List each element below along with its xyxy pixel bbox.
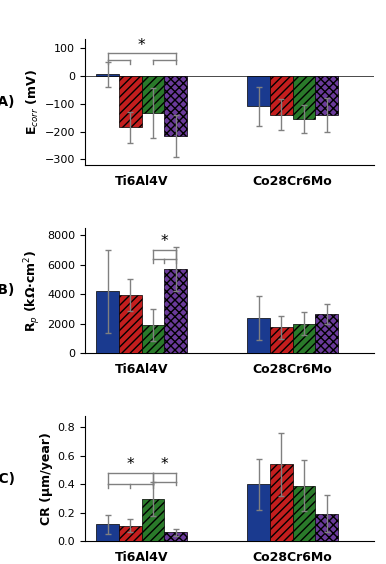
Bar [164, 532, 187, 541]
Bar [96, 291, 119, 353]
Bar [247, 484, 270, 541]
Bar [293, 76, 315, 119]
Y-axis label: R$_p$ (kΩ·cm$^2$): R$_p$ (kΩ·cm$^2$) [22, 249, 43, 332]
Bar [119, 295, 142, 353]
Bar [270, 464, 293, 541]
Bar [247, 76, 270, 107]
Y-axis label: CR (μm/year): CR (μm/year) [40, 432, 53, 525]
Bar [142, 499, 164, 541]
Bar [270, 327, 293, 353]
Bar [96, 74, 119, 76]
Text: *: * [161, 457, 168, 472]
Bar [315, 76, 338, 115]
Text: *: * [138, 38, 146, 53]
Bar [142, 76, 164, 113]
Text: (C): (C) [0, 472, 15, 486]
Bar [142, 325, 164, 353]
Bar [315, 514, 338, 541]
Y-axis label: E$_{corr}$ (mV): E$_{corr}$ (mV) [24, 69, 41, 135]
Bar [293, 324, 315, 353]
Bar [119, 526, 142, 541]
Bar [96, 525, 119, 541]
Bar [247, 318, 270, 353]
Bar [293, 486, 315, 541]
Bar [315, 314, 338, 353]
Bar [119, 76, 142, 127]
Bar [164, 76, 187, 136]
Text: (B): (B) [0, 284, 15, 297]
Text: *: * [161, 234, 168, 249]
Bar [270, 76, 293, 115]
Text: (A): (A) [0, 95, 15, 109]
Bar [164, 269, 187, 353]
Text: *: * [127, 457, 134, 472]
